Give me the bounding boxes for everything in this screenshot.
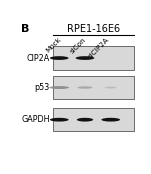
Bar <box>53 108 134 131</box>
Bar <box>53 76 134 99</box>
Text: RPE1-16E6: RPE1-16E6 <box>67 24 120 34</box>
Ellipse shape <box>77 118 93 122</box>
Ellipse shape <box>50 56 69 60</box>
Text: siCIP2A: siCIP2A <box>87 36 110 60</box>
Text: siCon: siCon <box>69 36 87 54</box>
Text: CIP2A: CIP2A <box>27 54 50 63</box>
Ellipse shape <box>49 86 69 89</box>
Text: Mock: Mock <box>45 36 62 54</box>
Ellipse shape <box>76 56 94 60</box>
Ellipse shape <box>105 87 117 88</box>
Text: p53: p53 <box>35 83 50 92</box>
Ellipse shape <box>77 86 93 89</box>
Ellipse shape <box>50 118 69 122</box>
Text: B: B <box>21 24 30 34</box>
Ellipse shape <box>101 118 120 122</box>
Text: GAPDH: GAPDH <box>21 115 50 124</box>
Bar <box>53 46 134 70</box>
